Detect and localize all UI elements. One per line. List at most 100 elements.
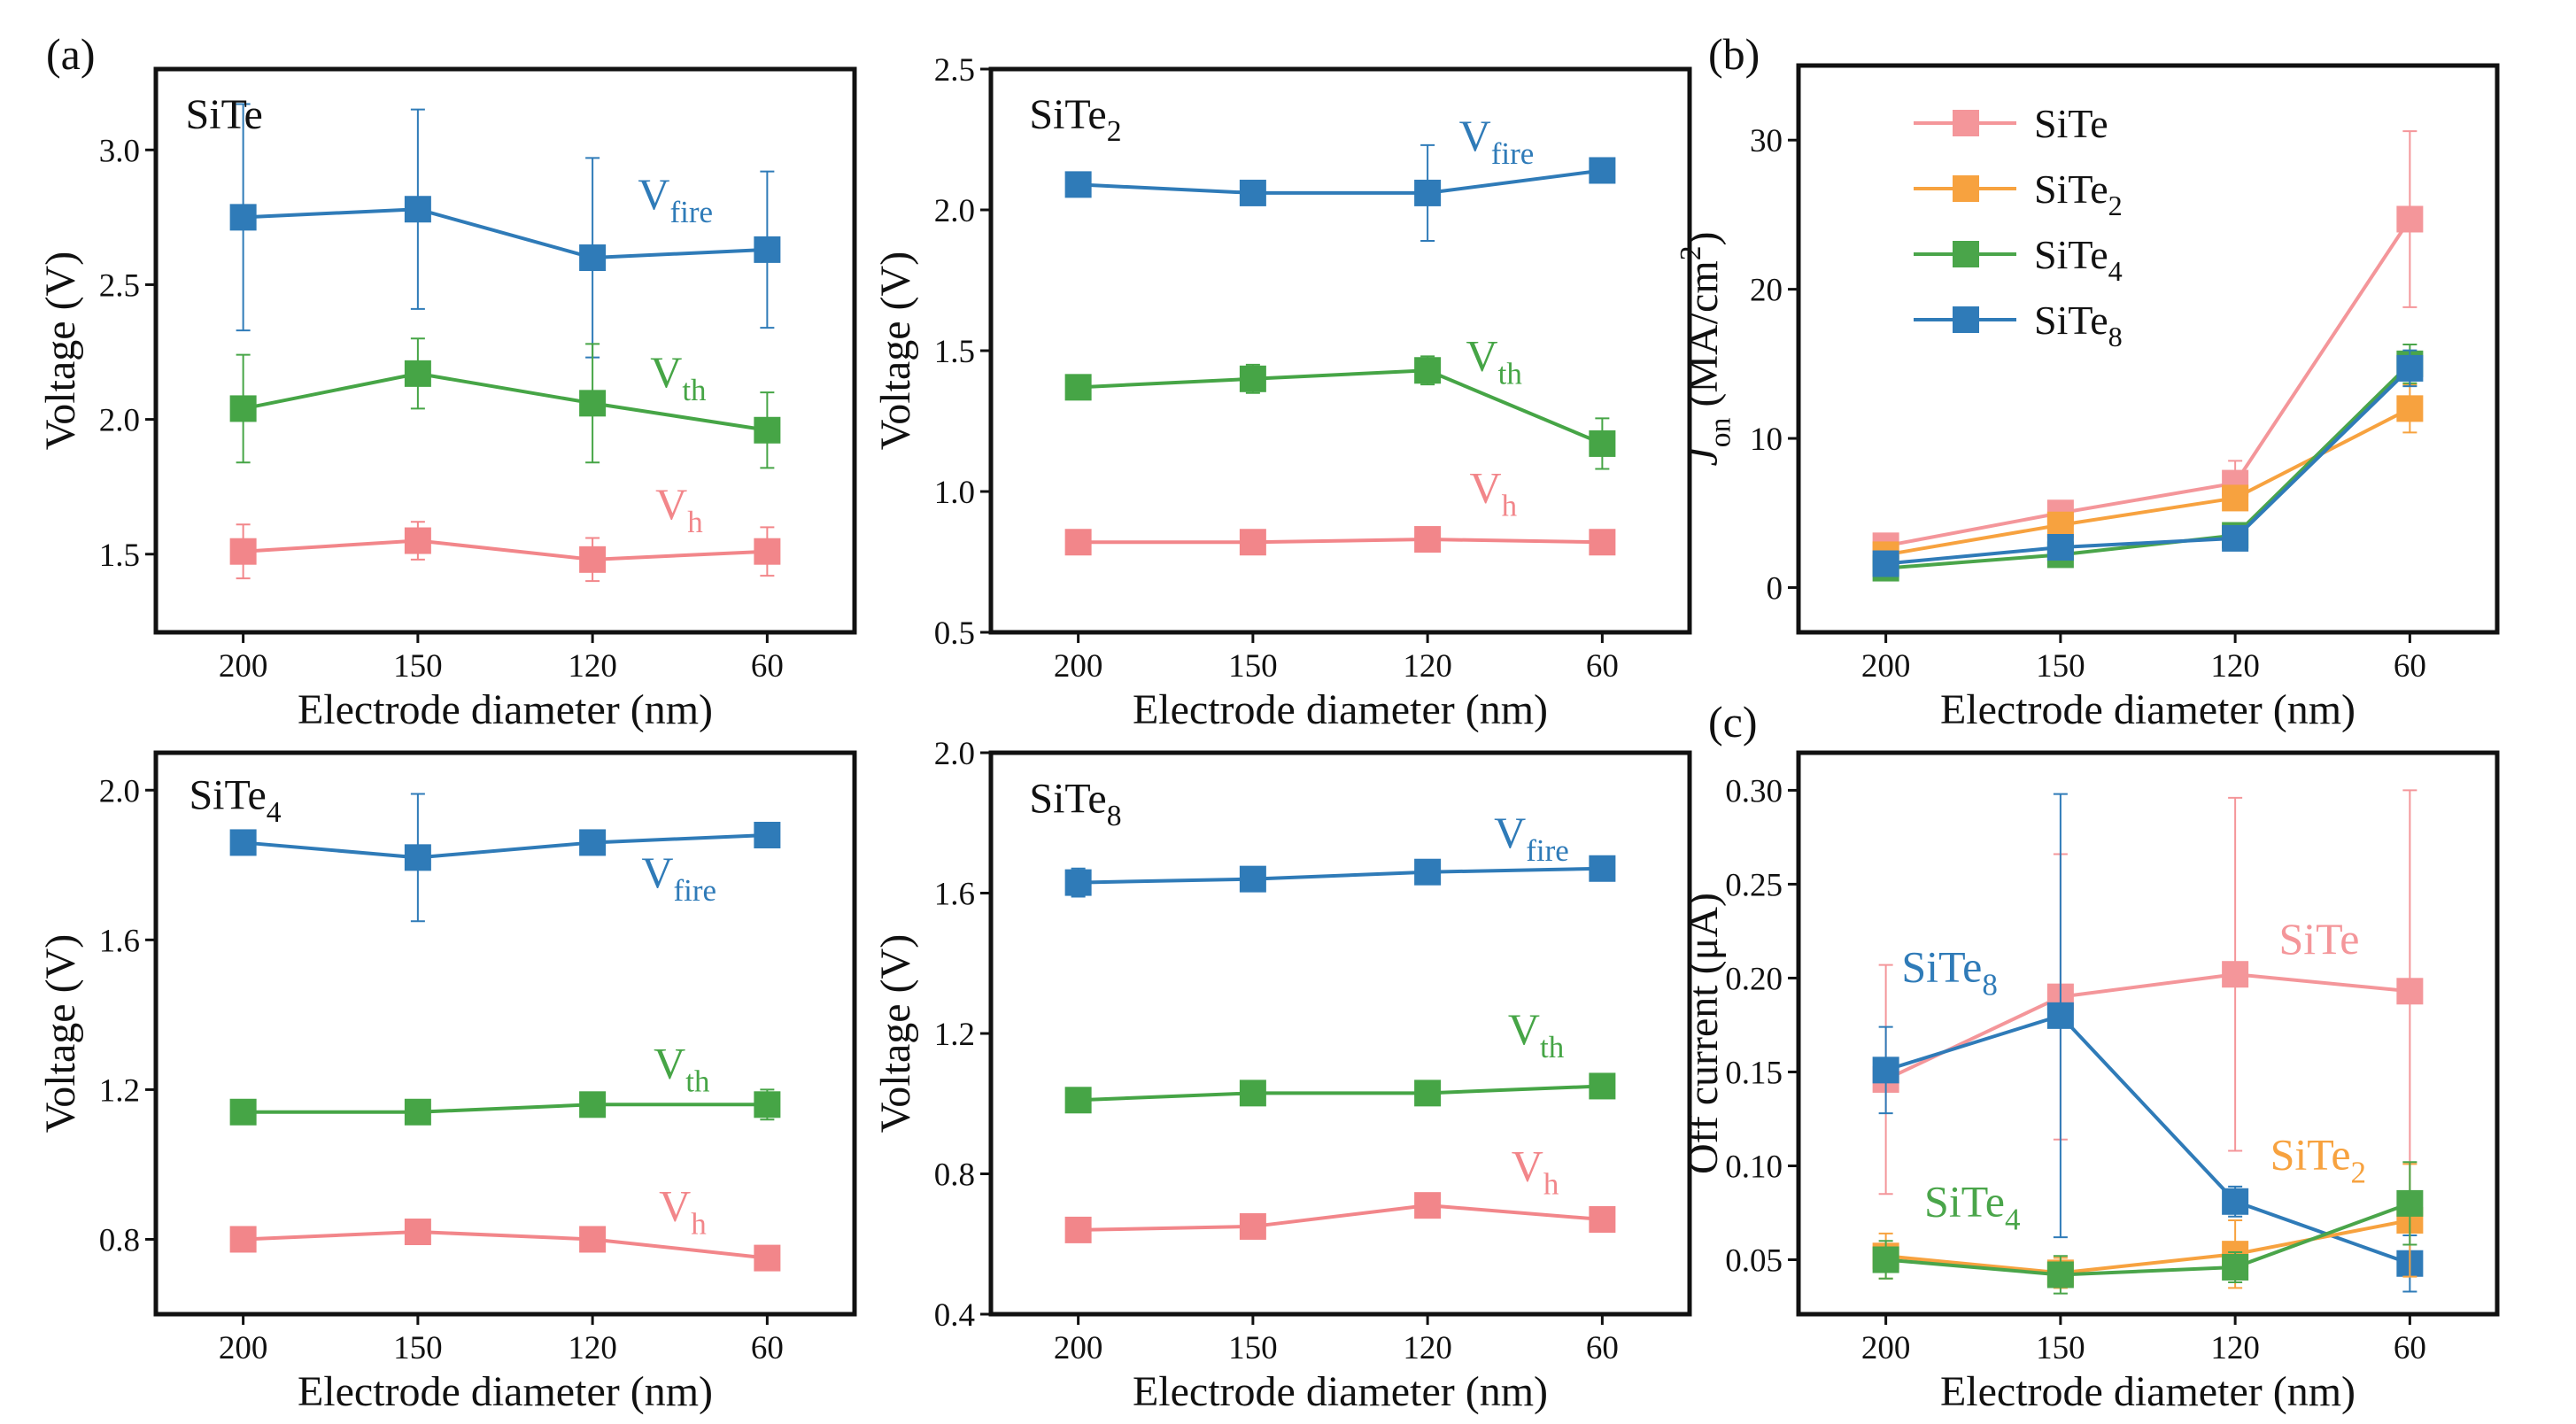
series-line bbox=[1885, 553, 2062, 570]
y-axis-label: Voltage (V) bbox=[37, 252, 84, 450]
data-point bbox=[2396, 395, 2424, 422]
series-line bbox=[417, 538, 593, 561]
data-point bbox=[2396, 205, 2424, 233]
x-tick-label: 60 bbox=[2394, 1330, 2426, 1366]
x-tick-label: 60 bbox=[751, 648, 784, 685]
series-annotation-part: SiTe bbox=[2278, 914, 2359, 964]
data-point bbox=[1239, 179, 1266, 206]
series-line bbox=[417, 371, 593, 406]
y-tick-label: 0.8 bbox=[99, 1222, 140, 1258]
data-point bbox=[2396, 1189, 2424, 1217]
series-line bbox=[1078, 1224, 1253, 1232]
series-line bbox=[592, 1237, 768, 1260]
x-axis-label-part: Electrode diameter (nm) bbox=[1133, 1368, 1548, 1415]
y-tick-label: 1.5 bbox=[934, 334, 975, 370]
data-point bbox=[754, 416, 781, 444]
series-annotation: Vh bbox=[1512, 1141, 1559, 1201]
series-annotation: SiTe4 bbox=[1924, 1177, 2020, 1237]
series-line bbox=[1885, 1258, 2062, 1277]
legend-label-part: 4 bbox=[2108, 255, 2123, 287]
series-line bbox=[2060, 1265, 2236, 1277]
series-line bbox=[2234, 1199, 2411, 1265]
data-point bbox=[754, 236, 781, 263]
series-annotation-part: SiTe bbox=[1901, 942, 1982, 992]
series-line bbox=[2233, 218, 2412, 484]
series-annotation-part: h bbox=[687, 505, 703, 539]
y-tick-label: 0.15 bbox=[1725, 1055, 1783, 1091]
series-line bbox=[243, 840, 419, 860]
x-tick-label: 120 bbox=[1403, 1330, 1452, 1366]
data-point bbox=[1414, 357, 1442, 384]
x-tick-label: 150 bbox=[2036, 648, 2085, 685]
data-point bbox=[2046, 511, 2074, 538]
series-line bbox=[2060, 496, 2236, 527]
series-line bbox=[1252, 870, 1428, 881]
data-point bbox=[579, 1091, 607, 1118]
data-point bbox=[1239, 1080, 1266, 1107]
y-axis-label-part: 2 bbox=[1675, 245, 1707, 260]
series-line bbox=[1427, 1084, 1603, 1095]
plot-frame bbox=[153, 750, 857, 1317]
data-point bbox=[404, 527, 431, 554]
panel-label: (a) bbox=[46, 29, 96, 79]
x-tick-label: 200 bbox=[219, 648, 268, 685]
data-point bbox=[1064, 374, 1092, 401]
x-axis-label: Electrode diameter (nm) bbox=[1133, 1368, 1548, 1415]
data-point bbox=[1239, 365, 1266, 392]
series-line bbox=[2060, 972, 2236, 999]
series-1 bbox=[229, 337, 781, 469]
series-1 bbox=[229, 1088, 781, 1126]
series-annotation-part: fire bbox=[1526, 833, 1569, 868]
plot-frame bbox=[1796, 63, 2500, 635]
y-axis-label: Voltage (V) bbox=[37, 934, 84, 1133]
y-tick-label: 0 bbox=[1767, 570, 1783, 607]
data-point bbox=[1589, 855, 1616, 882]
series-annotation-part: V bbox=[1466, 330, 1498, 380]
y-tick-label: 2.5 bbox=[934, 52, 975, 89]
legend-label-part: SiTe bbox=[2034, 166, 2108, 212]
series-annotation-part: fire bbox=[1491, 136, 1535, 171]
data-point bbox=[2222, 484, 2249, 512]
series-annotation: Vth bbox=[654, 1039, 710, 1099]
series-line bbox=[243, 1230, 418, 1242]
y-tick-label: 0.4 bbox=[934, 1297, 975, 1334]
x-axis-label: Electrode diameter (nm) bbox=[298, 686, 713, 733]
series-annotation: Vfire bbox=[1459, 111, 1535, 171]
data-point bbox=[1414, 179, 1442, 206]
y-tick-label: 20 bbox=[1750, 273, 1783, 309]
x-tick-label: 120 bbox=[568, 648, 617, 685]
series-line bbox=[2234, 1202, 2411, 1269]
chart-panel-1: 0.5 1.0 1.5 2.0 2.5 200 150 120 60 bbox=[934, 52, 1692, 685]
y-tick-label: 0.20 bbox=[1725, 961, 1783, 997]
y-tick-label: 1.0 bbox=[934, 475, 975, 511]
series-line bbox=[1252, 538, 1428, 545]
x-axis-label: Electrode diameter (nm) bbox=[298, 1368, 713, 1415]
series-line bbox=[1427, 866, 1603, 874]
data-point bbox=[404, 360, 431, 387]
series-line bbox=[1078, 1091, 1253, 1103]
y-tick-label: 10 bbox=[1750, 422, 1783, 458]
series-line bbox=[1427, 168, 1603, 195]
legend-marker bbox=[1953, 306, 1979, 333]
panel-title: SiTe8 bbox=[1029, 775, 1121, 832]
y-axis-label: Jon (MA/cm2) bbox=[1675, 232, 1737, 467]
data-point bbox=[404, 1098, 431, 1126]
series-line bbox=[592, 549, 768, 561]
series-2 bbox=[229, 521, 781, 583]
panel-label: (b) bbox=[1708, 29, 1760, 79]
series-annotation: Vh bbox=[1469, 463, 1517, 523]
x-tick-label: 60 bbox=[751, 1330, 784, 1366]
series-line bbox=[1252, 368, 1428, 381]
data-point bbox=[2222, 524, 2249, 552]
data-point bbox=[1239, 529, 1266, 556]
y-axis-label: Voltage (V) bbox=[872, 252, 919, 450]
legend-marker bbox=[1953, 110, 1979, 136]
data-point bbox=[1414, 1192, 1442, 1219]
y-tick-label: 0.8 bbox=[934, 1157, 975, 1194]
data-point bbox=[2046, 1002, 2074, 1029]
data-point bbox=[1872, 1056, 1899, 1084]
data-point bbox=[2222, 1253, 2249, 1281]
data-point bbox=[1589, 1072, 1616, 1100]
x-tick-label: 200 bbox=[1054, 1330, 1103, 1366]
